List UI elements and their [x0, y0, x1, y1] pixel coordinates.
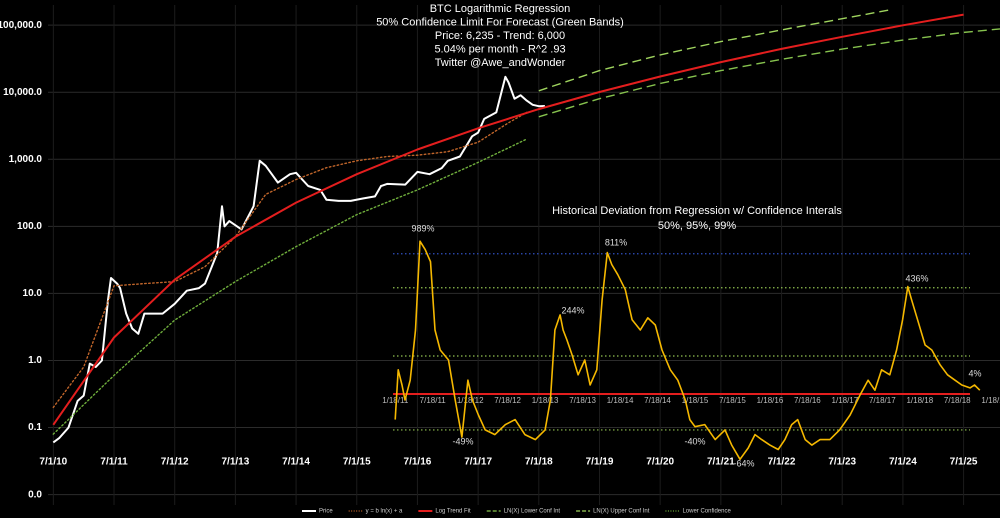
chart-subtitle: Price: 6,235 - Trend: 6,000 [435, 30, 565, 42]
legend-label: Log Trend Fit [435, 509, 471, 515]
legend-label: LN(X) Lower Conf Int [504, 509, 561, 515]
legend-label: Price [319, 509, 333, 515]
legend-label: LN(X) Upper Conf Int [593, 509, 650, 515]
legend: Price y = b ln(x) + a Log Trend Fit LN(X) L… [302, 509, 731, 515]
x-tick-label: 7/1/17 [464, 457, 492, 468]
x-tick-label: 1/18/12 [457, 396, 484, 405]
x-tick-label: 7/1/22 [768, 457, 796, 468]
x-tick-label: 1/18/14 [607, 396, 634, 405]
y-tick-label: 100.0 [17, 221, 42, 232]
x-tick-label: 7/18/18 [944, 396, 971, 405]
chart-subtitle: 5.04% per month - R^2 .93 [434, 43, 565, 55]
x-tick-label: 7/1/15 [343, 457, 371, 468]
x-tick-label: 7/18/13 [569, 396, 596, 405]
x-tick-label: 7/18/16 [794, 396, 821, 405]
y-tick-label: 1,000.0 [9, 154, 43, 165]
annotation: -49% [452, 436, 473, 446]
x-tick-label: 7/18/15 [719, 396, 746, 405]
plot-1: 1/18/11 7/18/11 1/18/12 7/18/12 1/18/13 7/18/… [382, 205, 1000, 468]
plot-0: 0.0 0.1 1.0 10.0 100.0 1,000.0 10,000.0 100,000… [0, 3, 1000, 505]
y-tick-label: 0.0 [28, 489, 42, 500]
x-tick-label: 7/1/14 [282, 457, 310, 468]
legend-label: y = b ln(x) + a [366, 509, 403, 515]
x-tick-label: 7/1/21 [707, 457, 735, 468]
series-line [52, 13, 964, 426]
x-tick-label: 7/1/18 [525, 457, 553, 468]
series-line [538, 9, 891, 92]
y-tick-label: 0.1 [28, 422, 42, 433]
x-tick-label: 1/18/19 [981, 396, 1000, 405]
x-tick-label: 7/1/12 [161, 457, 189, 468]
x-tick-label: 7/18/11 [420, 396, 447, 405]
x-tick-label: 7/18/12 [494, 396, 521, 405]
y-tick-label: 1.0 [28, 355, 42, 366]
y-tick-label: 10.0 [23, 288, 43, 299]
annotation: 811% [605, 237, 627, 247]
x-tick-label: 7/1/25 [950, 457, 978, 468]
legend-label: Lower Confidence [682, 509, 731, 515]
x-tick-label: 1/18/11 [382, 396, 409, 405]
series-line [52, 75, 545, 444]
series-line [538, 28, 1000, 118]
x-tick-label: 1/18/16 [757, 396, 784, 405]
x-tick-label: 1/18/15 [682, 396, 709, 405]
series-line [52, 111, 528, 409]
y-tick-label: 100,000.0 [0, 20, 42, 31]
x-tick-label: 7/1/10 [39, 457, 67, 468]
x-tick-label: 7/18/17 [869, 396, 896, 405]
x-tick-label: 7/1/24 [889, 457, 917, 468]
x-tick-label: 1/18/13 [532, 396, 559, 405]
chart-title: BTC Logarithmic Regression [430, 3, 571, 15]
x-tick-label: 1/18/17 [832, 396, 859, 405]
chart-title: Historical Deviation from Regression w/ … [552, 205, 842, 217]
x-tick-label: 7/1/11 [100, 457, 128, 468]
x-tick-label: 7/1/19 [586, 457, 614, 468]
x-tick-label: 1/18/18 [906, 396, 933, 405]
chart-subtitle: 50% Confidence Limit For Forecast (Green… [376, 16, 624, 28]
series-line [394, 240, 981, 461]
annotation: 244% [561, 305, 584, 315]
series-line [52, 138, 528, 435]
annotation: 4% [968, 368, 981, 378]
annotation: -40% [684, 436, 705, 446]
y-tick-label: 10,000.0 [3, 87, 42, 98]
annotation: 436% [905, 273, 928, 283]
x-tick-label: 7/1/20 [646, 457, 674, 468]
x-tick-label: 7/1/23 [828, 457, 856, 468]
chart-subtitle: 50%, 95%, 99% [658, 220, 736, 232]
x-tick-label: 7/1/13 [221, 457, 249, 468]
annotation: 989% [411, 223, 434, 233]
annotation: -64% [733, 458, 754, 468]
x-tick-label: 7/1/16 [404, 457, 432, 468]
chart-subtitle: Twitter @Awe_andWonder [435, 57, 566, 69]
x-tick-label: 7/18/14 [644, 396, 671, 405]
